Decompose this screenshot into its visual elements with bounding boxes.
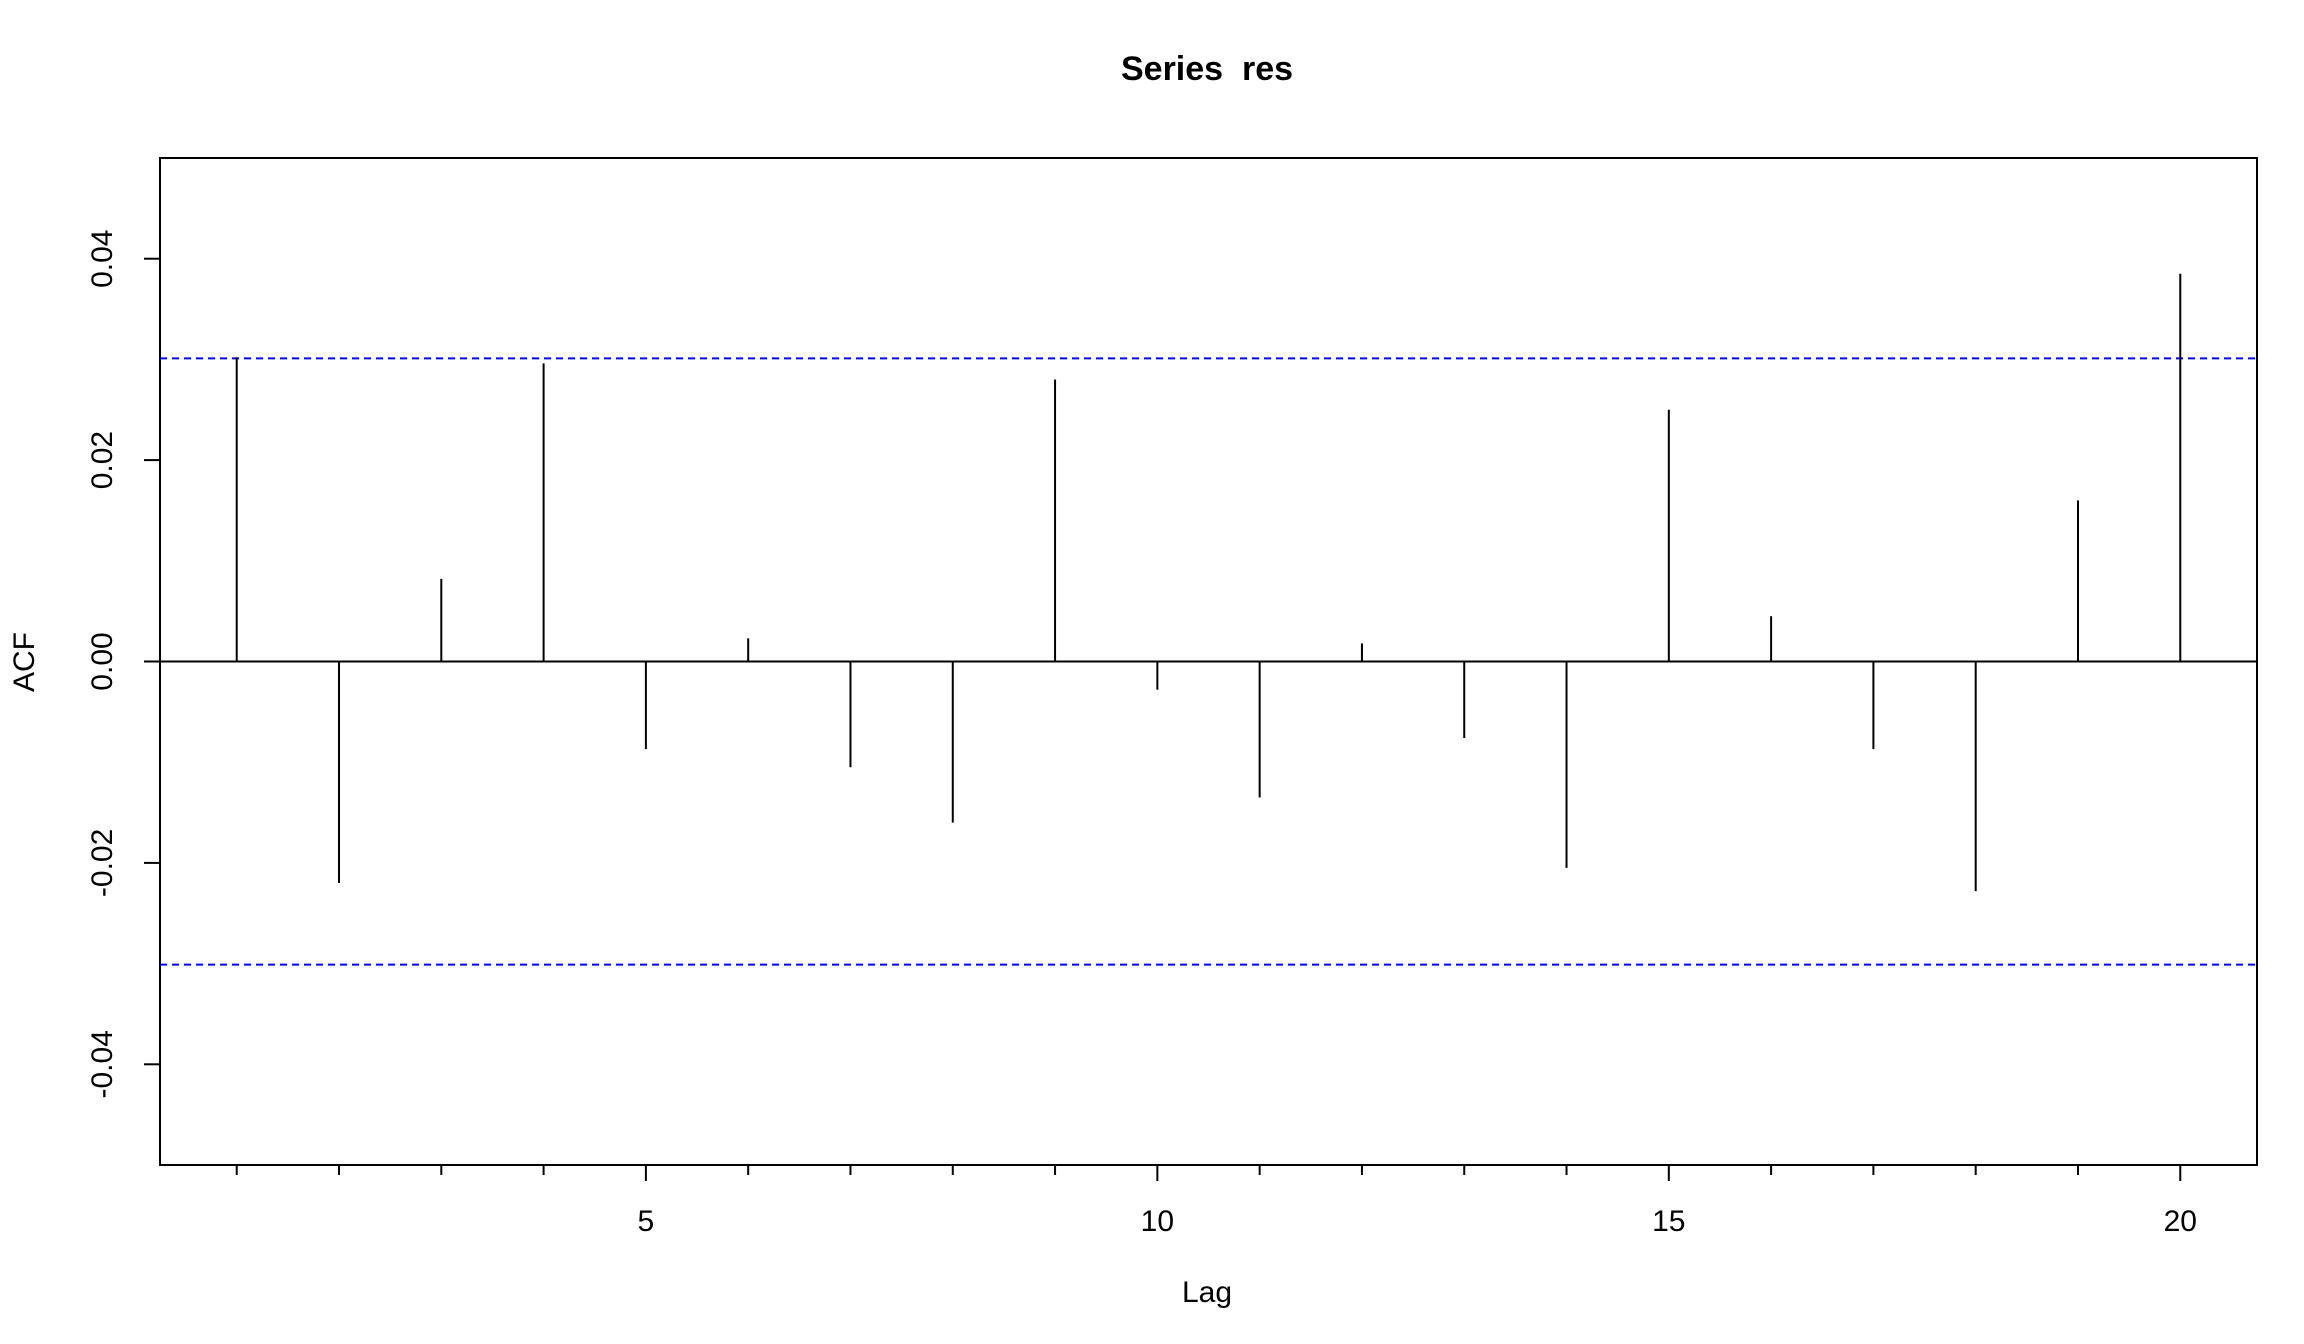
x-tick-label: 20	[2164, 1205, 2197, 1238]
y-tick-label: 0.04	[86, 230, 119, 288]
plot-area: 5 10 15 20 -0.04 -0.02 0.00 0.02 0.04	[86, 157, 2258, 1238]
y-tick-label: -0.04	[86, 1030, 119, 1098]
y-tick-label: 0.00	[86, 632, 119, 690]
x-axis-label: Lag	[1182, 1276, 1232, 1309]
y-axis-label: ACF	[8, 632, 41, 692]
x-tick-label: 5	[638, 1205, 655, 1238]
chart-title: Series res	[1121, 50, 1293, 88]
x-tick-label: 15	[1652, 1205, 1685, 1238]
x-tick-label: 10	[1141, 1205, 1174, 1238]
y-tick-label: 0.02	[86, 431, 119, 489]
y-tick-label: -0.02	[86, 829, 119, 897]
